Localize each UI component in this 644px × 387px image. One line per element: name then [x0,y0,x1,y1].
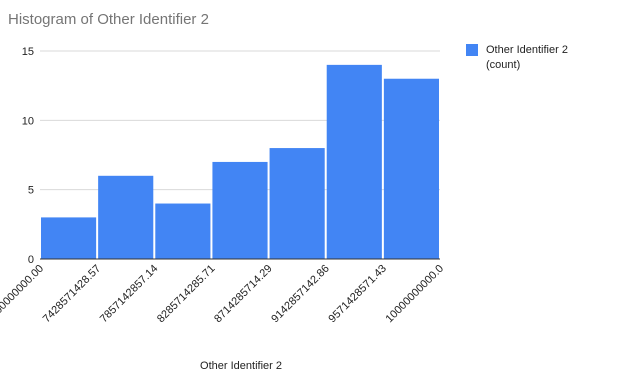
x-tick-label: 8714285714.29 [212,263,275,326]
x-axis-ticks: 7000000000.007428571428.577857142857.148… [0,263,446,326]
y-tick-label: 15 [22,46,34,58]
x-tick-label: 10000000000.0 [384,263,447,326]
x-tick-label: 9142857142.86 [269,263,332,326]
histogram-bar [98,175,154,259]
histogram-bar [383,78,439,259]
histogram-bar [155,203,211,259]
legend-label: Other Identifier 2 [486,44,568,56]
chart-title: Histogram of Other Identifier 2 [8,11,209,28]
y-tick-label: 10 [22,115,34,127]
histogram-bar [41,217,97,259]
bars [41,64,439,259]
x-tick-label: 7000000000.00 [0,263,46,326]
x-tick-label: 8285714285.71 [155,263,218,326]
x-axis-title: Other Identifier 2 [200,360,282,372]
x-tick-label: 7857142857.14 [98,263,161,326]
legend-label-unit: (count) [486,59,520,71]
x-tick-label: 7428571428.57 [41,263,104,326]
y-tick-label: 0 [28,254,34,266]
histogram-bar [212,161,268,259]
x-tick-label: 9571428571.43 [326,263,389,326]
legend-swatch [466,44,478,56]
histogram-bar [326,64,382,259]
y-axis-ticks: 0 5 10 15 [22,46,34,266]
legend: Other Identifier 2 (count) [466,44,568,71]
y-tick-label: 5 [28,185,34,197]
histogram-bar [269,148,325,259]
